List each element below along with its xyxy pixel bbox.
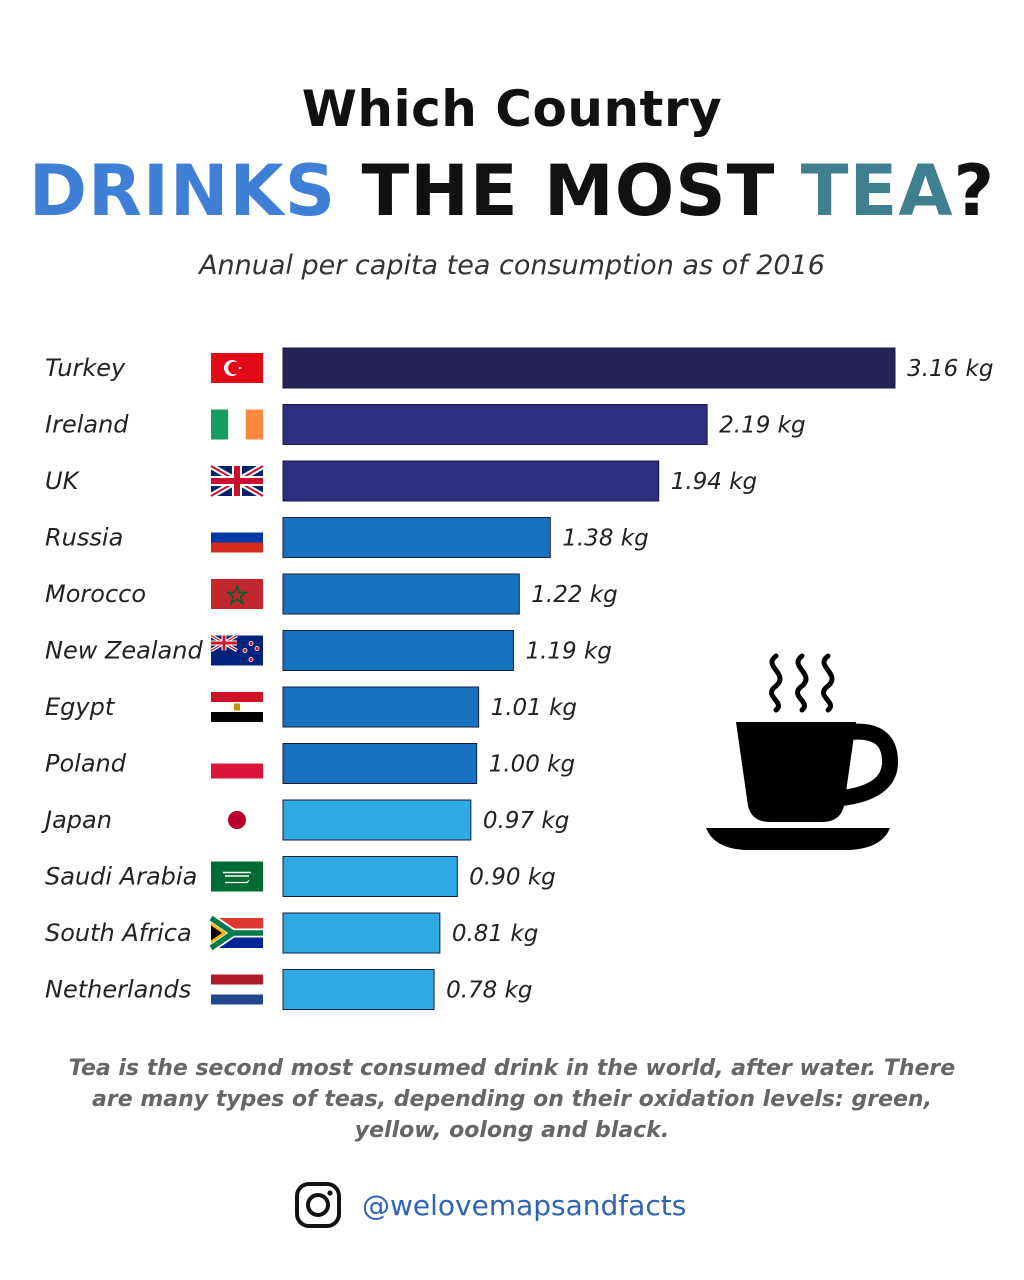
category-label: Turkey <box>45 354 126 382</box>
subtitle: Annual per capita tea consumption as of … <box>199 250 825 281</box>
title-word-the-most: THE MOST <box>361 150 776 232</box>
value-label: 1.19 kg <box>525 639 611 665</box>
bar <box>282 347 896 389</box>
chart-row-uk: UK 1.94 kg <box>45 460 757 502</box>
chart-row-ireland: Ireland 2.19 kg <box>45 404 806 445</box>
bar <box>282 404 708 445</box>
bar <box>282 856 458 897</box>
value-label: 0.90 kg <box>469 865 555 891</box>
bar <box>282 799 472 841</box>
category-label: Japan <box>41 806 112 834</box>
value-label: 1.01 kg <box>491 695 577 721</box>
south-africa-flag-icon <box>208 914 263 952</box>
value-label: 1.00 kg <box>489 752 575 778</box>
footnote: Tea is the second most consumed drink in… <box>68 1056 956 1143</box>
chart-row-turkey: Turkey 3.16 kg <box>45 347 993 389</box>
tea-cup-icon <box>706 653 899 850</box>
value-label: 0.97 kg <box>483 808 569 834</box>
category-label: Ireland <box>45 411 129 439</box>
bar <box>282 743 478 784</box>
uk-flag-icon <box>209 463 265 499</box>
category-label: Russia <box>45 524 123 552</box>
category-label: UK <box>45 467 81 495</box>
value-label: 3.16 kg <box>907 356 993 382</box>
category-label: Saudi Arabia <box>45 863 197 891</box>
value-label: 2.19 kg <box>719 413 805 439</box>
poland-flag-icon <box>211 748 263 779</box>
value-label: 1.94 kg <box>671 469 757 495</box>
value-label: 0.78 kg <box>446 978 532 1004</box>
category-label: New Zealand <box>45 637 203 665</box>
footer: @welovemapsandfacts <box>294 1180 686 1230</box>
value-label: 0.81 kg <box>452 921 538 947</box>
instagram-handle[interactable]: @welovemapsandfacts <box>362 1188 687 1222</box>
chart-row-saudi-arabia: Saudi Arabia 0.90 kg <box>45 856 556 897</box>
bar <box>282 460 660 502</box>
turkey-flag-icon <box>211 353 263 383</box>
bar <box>282 686 480 728</box>
category-label: Morocco <box>45 580 146 608</box>
bar-chart: Turkey 3.16 kg Ireland 2.19 kg UK 1.94 kg Russ… <box>41 347 993 1010</box>
egypt-flag-icon <box>211 692 263 722</box>
bar <box>282 517 551 558</box>
japan-flag-icon <box>211 805 263 835</box>
category-label: Netherlands <box>45 976 191 1004</box>
chart-row-japan: Japan 0.97 kg <box>41 799 569 841</box>
chart-row-egypt: Egypt 1.01 kg <box>45 686 577 728</box>
chart-row-russia: Russia 1.38 kg <box>45 517 649 558</box>
title-line-1: Which Country <box>301 80 723 138</box>
category-label: Poland <box>45 750 127 778</box>
new-zealand-flag-icon <box>210 633 263 666</box>
netherlands-flag-icon <box>211 974 263 1005</box>
bar <box>282 630 514 671</box>
morocco-flag-icon <box>211 579 263 609</box>
category-label: South Africa <box>45 919 192 947</box>
chart-row-netherlands: Netherlands 0.78 kg <box>45 969 533 1010</box>
bar <box>282 573 520 615</box>
title-question-mark: ? <box>953 150 996 232</box>
saudi-arabia-flag-icon <box>211 861 263 892</box>
title-word-drinks: DRINKS <box>28 150 337 232</box>
instagram-icon[interactable] <box>294 1181 342 1229</box>
ireland-flag-icon <box>211 409 263 440</box>
chart-row-morocco: Morocco 1.22 kg <box>45 573 618 615</box>
bar <box>282 912 441 954</box>
value-label: 1.38 kg <box>562 526 648 552</box>
chart-row-poland: Poland 1.00 kg <box>45 743 575 784</box>
bar <box>282 969 435 1010</box>
chart-row-new-zealand: New Zealand 1.19 kg <box>45 630 612 671</box>
chart-row-south-africa: South Africa 0.81 kg <box>45 912 538 954</box>
title-word-tea: TEA <box>800 150 954 232</box>
russia-flag-icon <box>211 522 263 553</box>
value-label: 1.22 kg <box>531 582 617 608</box>
title-line-2: DRINKS THE MOST TEA? <box>0 150 1024 232</box>
category-label: Egypt <box>45 693 116 721</box>
